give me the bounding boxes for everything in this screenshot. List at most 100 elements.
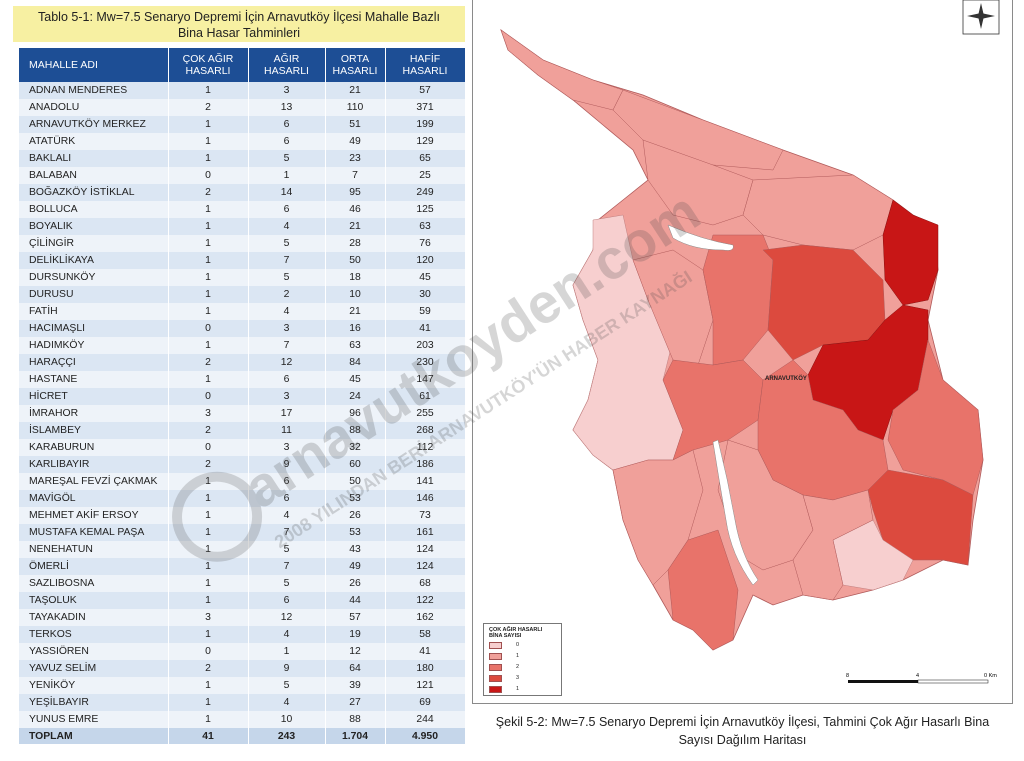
region-terkos (642, 139, 754, 226)
cell-agir: 10 (248, 711, 326, 728)
cell-hafif: 41 (385, 643, 466, 660)
cell-cok-agir: 3 (168, 405, 249, 422)
cell-cok-agir: 1 (168, 541, 249, 558)
cell-orta: 26 (325, 575, 386, 592)
cell-cok-agir: 1 (168, 269, 249, 286)
cell-hafif: 59 (385, 303, 466, 320)
cell-mahalle-adi: HİCRET (19, 388, 169, 405)
cell-orta: 60 (325, 456, 386, 473)
cell-agir: 17 (248, 405, 326, 422)
legend-item: 1 (489, 651, 556, 661)
cell-agir: 3 (248, 82, 326, 99)
table-caption-line1: Tablo 5-1: Mw=7.5 Senaryo Depremi İçin A… (38, 10, 440, 24)
cell-agir: 4 (248, 626, 326, 643)
cell-orta: 19 (325, 626, 386, 643)
cell-hafif: 180 (385, 660, 466, 677)
header-cok-agir-hasarli: ÇOK AĞIR HASARLI (168, 48, 249, 82)
cell-mahalle-adi: SAZLIBOSNA (19, 575, 169, 592)
cell-orta: 49 (325, 133, 386, 150)
cell-mahalle-adi: ÖMERLİ (19, 558, 169, 575)
cell-mahalle-adi: BOYALIK (19, 218, 169, 235)
cell-hafif: 141 (385, 473, 466, 490)
cell-mahalle-adi: YUNUS EMRE (19, 711, 169, 728)
table-row: KARABURUN 0 3 32 112 (19, 439, 466, 456)
table-caption: Tablo 5-1: Mw=7.5 Senaryo Depremi İçin A… (13, 6, 465, 42)
cell-hafif: 249 (385, 184, 466, 201)
cell-hafif: 61 (385, 388, 466, 405)
cell-orta: 84 (325, 354, 386, 371)
cell-mahalle-adi: YENİKÖY (19, 677, 169, 694)
table-row: YEŞİLBAYIR 1 4 27 69 (19, 694, 466, 711)
table-row: ATATÜRK 1 6 49 129 (19, 133, 466, 150)
cell-hafif: 255 (385, 405, 466, 422)
table-row: YAVUZ SELİM 2 9 64 180 (19, 660, 466, 677)
cell-hafif: 203 (385, 337, 466, 354)
cell-cok-agir: 0 (168, 388, 249, 405)
cell-cok-agir: 1 (168, 286, 249, 303)
region-balaban (500, 29, 624, 111)
cell-cok-agir: 1 (168, 507, 249, 524)
cell-agir: 3 (248, 439, 326, 456)
cell-cok-agir: 1 (168, 592, 249, 609)
cell-agir: 5 (248, 541, 326, 558)
cell-mahalle-adi: NENEHATUN (19, 541, 169, 558)
cell-mahalle-adi: TERKOS (19, 626, 169, 643)
cell-orta: 50 (325, 473, 386, 490)
cell-agir: 5 (248, 235, 326, 252)
cell-agir: 6 (248, 473, 326, 490)
cell-agir: 1 (248, 643, 326, 660)
cell-hafif: 186 (385, 456, 466, 473)
cell-agir: 1 (248, 167, 326, 184)
cell-cok-agir: 2 (168, 660, 249, 677)
damage-estimate-table: MAHALLE ADI ÇOK AĞIR HASARLI AĞIR HASARLI … (19, 48, 466, 744)
cell-agir: 6 (248, 490, 326, 507)
cell-mahalle-adi: BOLLUCA (19, 201, 169, 218)
table-row: DURSUNKÖY 1 5 18 45 (19, 269, 466, 286)
cell-orta: 46 (325, 201, 386, 218)
cell-agir: 13 (248, 99, 326, 116)
cell-cok-agir: 3 (168, 609, 249, 626)
cell-cok-agir: 1 (168, 371, 249, 388)
cell-agir: 3 (248, 320, 326, 337)
cell-hafif: 230 (385, 354, 466, 371)
cell-mahalle-adi: FATİH (19, 303, 169, 320)
table-row: YENİKÖY 1 5 39 121 (19, 677, 466, 694)
cell-orta: 28 (325, 235, 386, 252)
cell-orta: 26 (325, 507, 386, 524)
map-caption: Şekil 5-2: Mw=7.5 Senaryo Depremi İçin A… (472, 713, 1013, 749)
legend-label: 1 (516, 653, 520, 659)
center-label-arnavutkoy: ARNAVUTKÖY (765, 375, 807, 382)
cell-cok-agir: 1 (168, 626, 249, 643)
cell-mahalle-adi: YASSIÖREN (19, 643, 169, 660)
legend-item: 0 (489, 640, 556, 650)
cell-cok-agir: 1 (168, 490, 249, 507)
table-row: ADNAN MENDERES 1 3 21 57 (19, 82, 466, 99)
dam-lake-sazlidere (712, 439, 759, 586)
legend-label: 3 (516, 675, 520, 681)
cell-orta: 49 (325, 558, 386, 575)
cell-mahalle-adi: DELİKLİKAYA (19, 252, 169, 269)
cell-mahalle-adi: MAVİGÖL (19, 490, 169, 507)
table-row: İSLAMBEY 2 11 88 268 (19, 422, 466, 439)
cell-hafif: 63 (385, 218, 466, 235)
total-agir: 243 (248, 728, 326, 744)
table-row: HARAÇÇI 2 12 84 230 (19, 354, 466, 371)
header-agir-hasarli: AĞIR HASARLI (248, 48, 326, 82)
cell-cok-agir: 1 (168, 252, 249, 269)
cell-agir: 5 (248, 575, 326, 592)
cell-hafif: 58 (385, 626, 466, 643)
cell-agir: 6 (248, 116, 326, 133)
cell-orta: 53 (325, 524, 386, 541)
table-row: FATİH 1 4 21 59 (19, 303, 466, 320)
cell-cok-agir: 0 (168, 167, 249, 184)
legend-item: 2 (489, 662, 556, 672)
cell-mahalle-adi: DURSUNKÖY (19, 269, 169, 286)
district-map-frame: ARNAVUTKÖY 8 4 0 Km ÇOK AĞIR HASARLI BİN… (472, 0, 1013, 704)
table-row: ANADOLU 2 13 110 371 (19, 99, 466, 116)
cell-orta: 18 (325, 269, 386, 286)
cell-cok-agir: 2 (168, 422, 249, 439)
cell-orta: 53 (325, 490, 386, 507)
header-orta-hasarli: ORTA HASARLI (325, 48, 386, 82)
cell-mahalle-adi: İMRAHOR (19, 405, 169, 422)
cell-agir: 9 (248, 660, 326, 677)
